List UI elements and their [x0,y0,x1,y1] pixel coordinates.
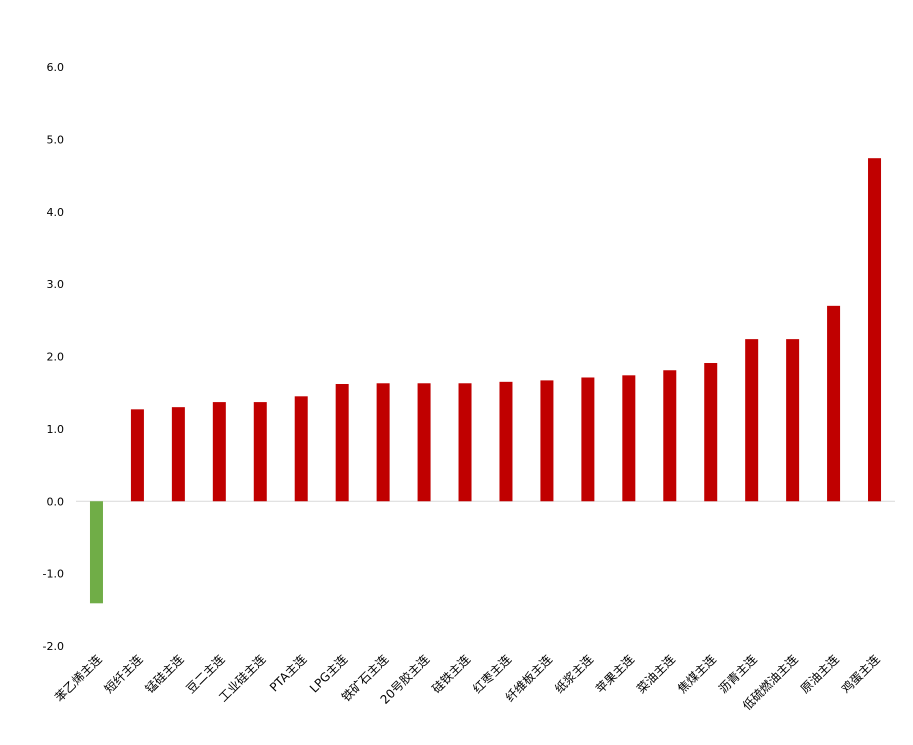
bar [581,377,595,502]
bar [212,402,226,502]
bar [335,384,349,502]
y-tick-label: -1.0 [43,568,64,581]
x-axis: 苯乙烯主连短纤主连锰硅主连豆二主连工业硅主连PTA主连LPG主连铁矿石主连20号… [52,652,883,714]
y-axis: -2.0 -1.0 0.0 1.0 2.0 3.0 4.0 5.0 6.0 [43,61,64,653]
x-category-label: 原油主连 [797,652,842,697]
x-category-label: 菜油主连 [633,652,678,697]
bar [827,305,841,502]
x-category-label: 硅铁主连 [429,652,474,697]
bar [663,370,677,502]
bar [622,375,636,502]
y-tick-label: -2.0 [43,640,64,653]
y-tick-label: 1.0 [47,423,65,436]
y-tick-label: 4.0 [47,206,65,219]
y-tick-label: 0.0 [47,495,65,508]
bar [89,501,103,604]
bar [130,409,144,502]
y-tick-label: 3.0 [47,278,65,291]
bar [704,363,718,502]
bar [458,383,472,502]
bar [376,383,390,502]
x-category-label: 苹果主连 [592,652,637,697]
bar [417,383,431,502]
bar [786,339,800,502]
bar [171,407,185,502]
y-tick-label: 6.0 [47,61,65,74]
bar-series [89,158,882,604]
x-category-label: 纸浆主连 [551,652,596,697]
bar [868,158,882,502]
x-category-label: 锰硅主连 [142,652,187,697]
bar [499,381,513,502]
x-category-label: PTA主连 [266,652,309,695]
bar [294,396,308,502]
x-category-label: 焦煤主连 [674,652,719,697]
x-category-label: 短纤主连 [101,652,146,697]
bar [540,380,554,502]
bar [253,402,267,502]
x-category-label: 苯乙烯主连 [52,652,105,705]
y-tick-label: 5.0 [47,133,65,146]
y-tick-label: 2.0 [47,351,65,364]
bar [745,339,759,502]
x-category-label: 鸡蛋主连 [838,652,883,697]
